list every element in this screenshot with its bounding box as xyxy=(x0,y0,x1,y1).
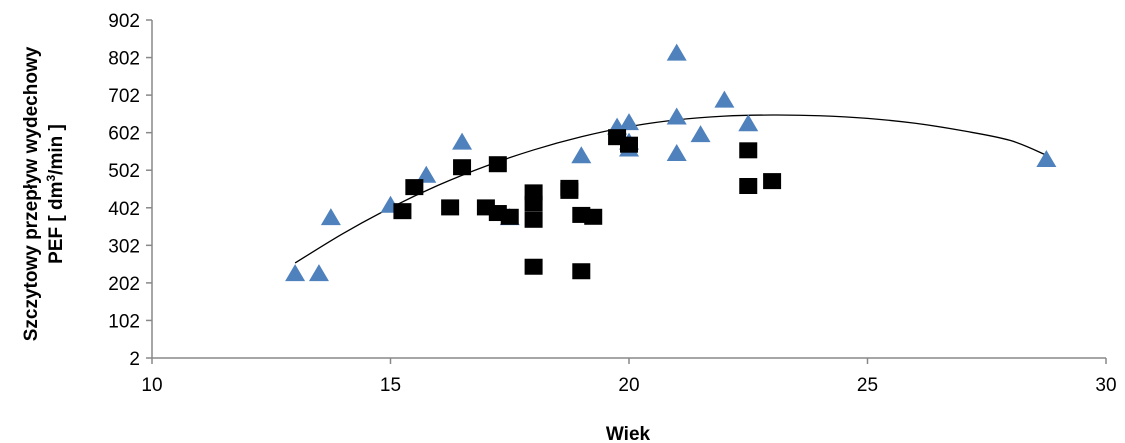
data-points xyxy=(285,43,1057,282)
triangle-data-point xyxy=(738,114,759,132)
y-tick-label: 502 xyxy=(108,161,140,182)
square-data-point xyxy=(524,195,543,212)
square-data-point xyxy=(524,258,543,275)
square-data-point xyxy=(500,208,519,225)
y-tick-label: 2 xyxy=(129,349,140,370)
triangle-data-point xyxy=(714,90,735,108)
square-data-point xyxy=(524,211,543,228)
triangle-data-point xyxy=(690,125,711,143)
triangle-data-point xyxy=(619,113,639,131)
triangle-data-point xyxy=(285,264,306,282)
triangle-data-point xyxy=(1036,149,1057,167)
y-axis-title-line1: Szczytowy przepływ wydechowy xyxy=(21,46,42,341)
y-tick-label: 602 xyxy=(108,124,140,145)
y-tick-label: 202 xyxy=(108,274,140,295)
y-tick-label: 902 xyxy=(108,11,140,32)
square-data-point xyxy=(763,173,782,190)
triangle-data-point xyxy=(308,264,329,282)
x-tick-label: 25 xyxy=(857,375,878,396)
x-tick-label: 15 xyxy=(380,375,401,396)
x-axis-title: Wiek xyxy=(606,424,651,443)
square-data-point xyxy=(405,179,424,196)
triangle-data-point xyxy=(452,132,473,150)
triangle-data-point xyxy=(666,107,687,125)
square-data-point xyxy=(441,199,460,216)
y-tick-label: 402 xyxy=(108,199,140,220)
triangle-data-point xyxy=(666,43,687,61)
y-tick-label: 102 xyxy=(108,311,140,332)
x-tick-label: 10 xyxy=(141,375,162,396)
square-data-point xyxy=(488,156,507,173)
triangle-data-point xyxy=(666,143,687,161)
square-data-point xyxy=(584,208,603,225)
triangle-data-point xyxy=(416,165,437,183)
y-axis-title-prefix: PEF [ dm xyxy=(46,182,67,264)
y-tick-label: 302 xyxy=(108,236,140,257)
axes xyxy=(151,20,1106,359)
y-axis-title-suffix: /min ] xyxy=(46,124,67,175)
square-data-point xyxy=(393,203,412,220)
y-ticks: 2 102 202 302 402 502 602 702 802 902 xyxy=(108,11,152,370)
square-data-point xyxy=(620,136,638,153)
square-data-point xyxy=(560,182,579,199)
y-axis-title-line2: PEF [ dm3/min ] xyxy=(44,124,67,264)
square-data-point xyxy=(739,177,758,194)
x-ticks: 10 15 20 25 30 xyxy=(141,358,1117,396)
square-data-point xyxy=(453,159,472,176)
y-tick-label: 802 xyxy=(108,49,140,70)
triangle-data-point xyxy=(571,146,592,164)
y-axis-title-sup: 3 xyxy=(44,175,58,182)
x-tick-label: 20 xyxy=(618,375,639,396)
triangle-data-point xyxy=(320,208,341,226)
square-data-point xyxy=(572,263,591,280)
y-tick-label: 702 xyxy=(108,86,140,107)
square-data-point xyxy=(739,142,758,159)
x-tick-label: 30 xyxy=(1095,375,1116,396)
